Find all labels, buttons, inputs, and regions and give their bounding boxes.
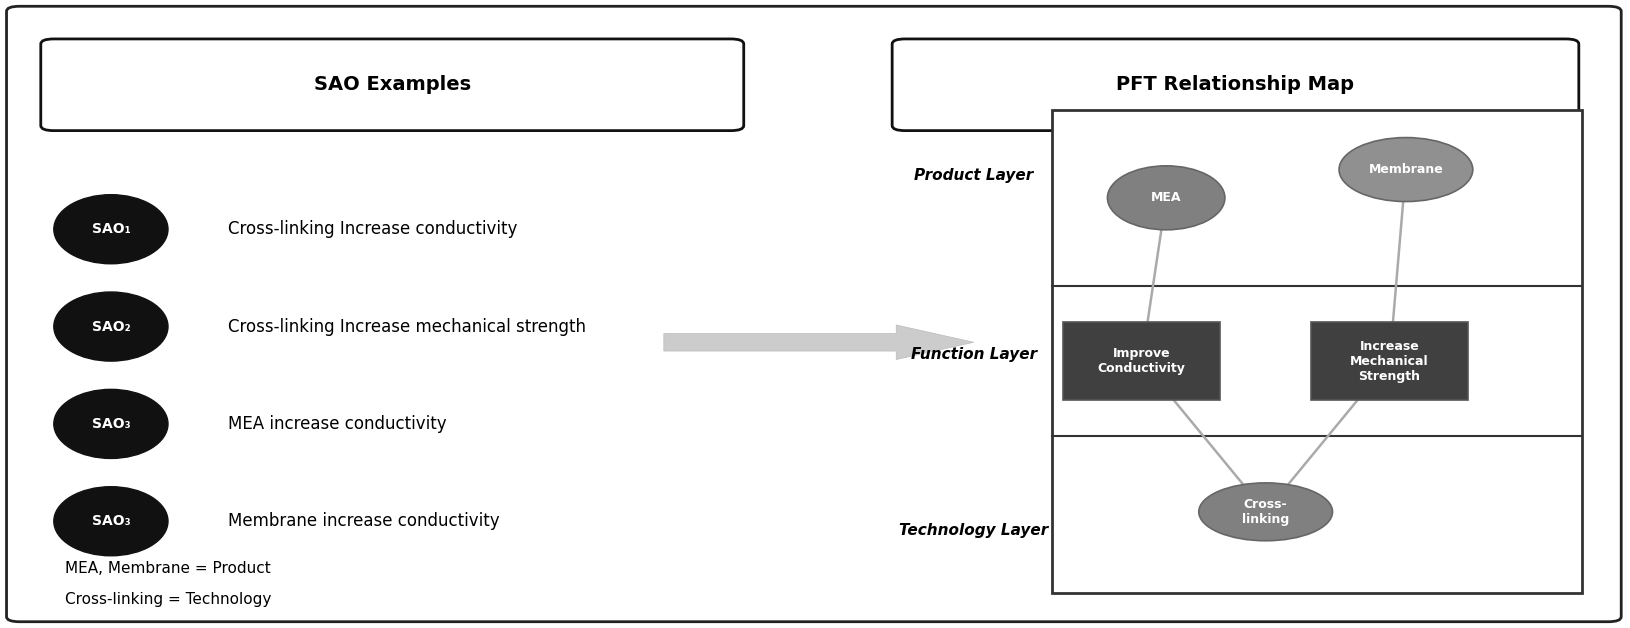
Text: Membrane increase conductivity: Membrane increase conductivity [228,512,500,530]
Text: MEA: MEA [1151,192,1180,204]
Text: Cross-linking = Technology: Cross-linking = Technology [65,592,272,607]
Ellipse shape [1198,483,1332,541]
Text: SAO₁: SAO₁ [91,222,130,236]
Text: SAO₂: SAO₂ [91,320,130,333]
Text: PFT Relationship Map: PFT Relationship Map [1117,75,1353,94]
Text: Increase
Mechanical
Strength: Increase Mechanical Strength [1350,340,1428,382]
Text: Product Layer: Product Layer [913,168,1033,183]
Text: SAO Examples: SAO Examples [313,75,471,94]
Text: Cross-linking Increase mechanical strength: Cross-linking Increase mechanical streng… [228,318,585,335]
Ellipse shape [1107,166,1224,230]
FancyBboxPatch shape [41,39,743,131]
Polygon shape [663,325,973,359]
FancyBboxPatch shape [1311,322,1467,401]
Ellipse shape [1338,138,1472,202]
Text: Cross-linking Increase conductivity: Cross-linking Increase conductivity [228,220,517,238]
Text: Cross-
linking: Cross- linking [1242,498,1288,526]
Text: Membrane: Membrane [1368,163,1443,176]
FancyBboxPatch shape [892,39,1578,131]
FancyBboxPatch shape [7,6,1620,622]
Text: SAO₃: SAO₃ [91,417,130,431]
Ellipse shape [54,292,168,361]
Ellipse shape [54,487,168,556]
Text: Technology Layer: Technology Layer [898,523,1048,538]
Text: Improve
Conductivity: Improve Conductivity [1097,347,1185,375]
FancyBboxPatch shape [1063,322,1219,401]
Text: MEA increase conductivity: MEA increase conductivity [228,415,447,433]
Ellipse shape [54,195,168,264]
FancyBboxPatch shape [1051,110,1581,593]
Ellipse shape [54,389,168,458]
Text: MEA, Membrane = Product: MEA, Membrane = Product [65,561,271,576]
Text: SAO₃: SAO₃ [91,514,130,528]
Text: Function Layer: Function Layer [910,347,1037,362]
